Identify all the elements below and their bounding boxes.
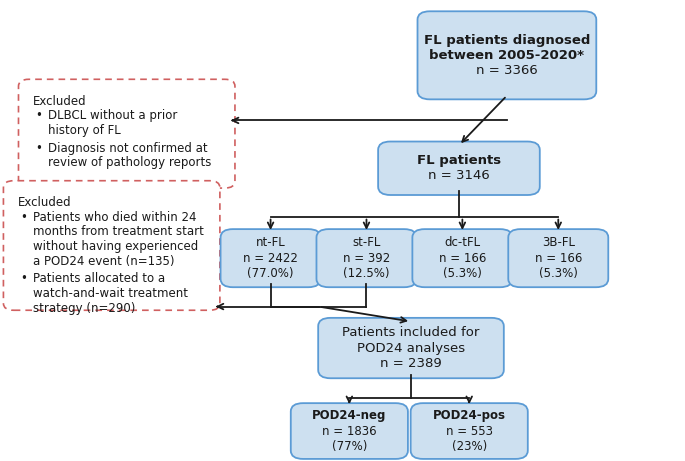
Text: Patients allocated to a: Patients allocated to a bbox=[33, 272, 165, 285]
FancyBboxPatch shape bbox=[290, 403, 408, 459]
FancyBboxPatch shape bbox=[318, 318, 504, 378]
Text: between 2005-2020*: between 2005-2020* bbox=[429, 49, 584, 62]
FancyBboxPatch shape bbox=[508, 229, 608, 287]
Text: n = 3146: n = 3146 bbox=[428, 169, 490, 183]
Text: (5.3%): (5.3%) bbox=[539, 267, 577, 280]
Text: n = 1836: n = 1836 bbox=[322, 425, 377, 437]
Text: without having experienced: without having experienced bbox=[33, 240, 198, 253]
Text: strategy (n=290): strategy (n=290) bbox=[33, 302, 135, 315]
Text: POD24 analyses: POD24 analyses bbox=[357, 342, 465, 355]
FancyBboxPatch shape bbox=[417, 11, 596, 100]
FancyBboxPatch shape bbox=[18, 79, 235, 188]
FancyBboxPatch shape bbox=[316, 229, 416, 287]
Text: (77%): (77%) bbox=[332, 440, 367, 453]
Text: n = 553: n = 553 bbox=[446, 425, 493, 437]
Text: a POD24 event (n=135): a POD24 event (n=135) bbox=[33, 255, 175, 268]
Text: n = 166: n = 166 bbox=[534, 252, 582, 265]
Text: Excluded: Excluded bbox=[33, 95, 86, 107]
Text: (5.3%): (5.3%) bbox=[443, 267, 482, 280]
Text: history of FL: history of FL bbox=[48, 124, 121, 137]
Text: st-FL: st-FL bbox=[352, 236, 381, 249]
Text: FL patients diagnosed: FL patients diagnosed bbox=[424, 34, 590, 47]
Text: (77.0%): (77.0%) bbox=[247, 267, 294, 280]
FancyBboxPatch shape bbox=[411, 403, 527, 459]
Text: review of pathology reports: review of pathology reports bbox=[48, 156, 212, 169]
Text: n = 3366: n = 3366 bbox=[476, 64, 538, 77]
FancyBboxPatch shape bbox=[412, 229, 512, 287]
Text: nt-FL: nt-FL bbox=[256, 236, 286, 249]
Text: n = 166: n = 166 bbox=[438, 252, 486, 265]
Text: FL patients: FL patients bbox=[417, 154, 501, 167]
Text: months from treatment start: months from treatment start bbox=[33, 225, 203, 238]
Text: •: • bbox=[36, 109, 42, 122]
Text: (12.5%): (12.5%) bbox=[343, 267, 390, 280]
Text: Diagnosis not confirmed at: Diagnosis not confirmed at bbox=[48, 142, 208, 154]
FancyBboxPatch shape bbox=[221, 229, 321, 287]
Text: (23%): (23%) bbox=[451, 440, 487, 453]
Text: •: • bbox=[36, 142, 42, 154]
Text: watch-and-wait treatment: watch-and-wait treatment bbox=[33, 287, 188, 300]
Text: 3B-FL: 3B-FL bbox=[542, 236, 575, 249]
Text: Patients who died within 24: Patients who died within 24 bbox=[33, 211, 197, 224]
Text: POD24-pos: POD24-pos bbox=[433, 409, 506, 422]
Text: •: • bbox=[21, 211, 27, 224]
Text: •: • bbox=[21, 272, 27, 285]
Text: Patients included for: Patients included for bbox=[342, 326, 480, 339]
Text: dc-tFL: dc-tFL bbox=[445, 236, 480, 249]
Text: n = 392: n = 392 bbox=[343, 252, 390, 265]
Text: Excluded: Excluded bbox=[18, 196, 71, 209]
Text: POD24-neg: POD24-neg bbox=[312, 409, 386, 422]
FancyBboxPatch shape bbox=[3, 181, 220, 310]
Text: DLBCL without a prior: DLBCL without a prior bbox=[48, 109, 177, 122]
FancyBboxPatch shape bbox=[378, 142, 540, 195]
Text: n = 2422: n = 2422 bbox=[243, 252, 298, 265]
Text: n = 2389: n = 2389 bbox=[380, 357, 442, 370]
